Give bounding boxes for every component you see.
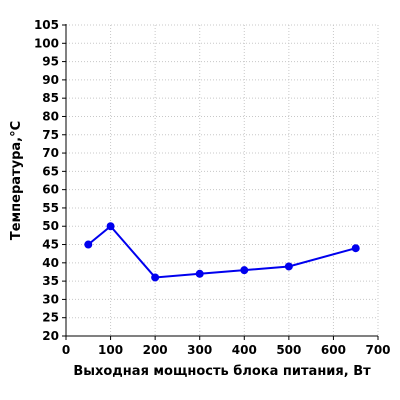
y-tick-label: 20 xyxy=(42,329,59,343)
y-tick-label: 55 xyxy=(42,201,59,215)
y-tick-label: 100 xyxy=(34,36,59,50)
y-tick-label: 45 xyxy=(42,238,59,252)
axes xyxy=(62,24,379,340)
y-tick-label: 50 xyxy=(42,219,59,233)
y-tick-label: 35 xyxy=(42,274,59,288)
y-tick-label: 30 xyxy=(42,292,59,306)
x-tick-label: 400 xyxy=(232,343,257,357)
data-point xyxy=(195,269,204,278)
y-tick-label: 105 xyxy=(34,18,59,32)
data-point xyxy=(240,266,249,275)
grid xyxy=(66,24,379,336)
x-tick-label: 500 xyxy=(276,343,301,357)
x-tick-label: 200 xyxy=(143,343,168,357)
y-tick-label: 70 xyxy=(42,146,59,160)
y-tick-label: 85 xyxy=(42,91,59,105)
series-line xyxy=(87,224,356,279)
x-tick-label: 600 xyxy=(321,343,346,357)
y-tick-label: 65 xyxy=(42,164,59,178)
y-tick-label: 40 xyxy=(42,256,59,270)
x-tick-label: 700 xyxy=(365,343,390,357)
x-tick-label: 100 xyxy=(98,343,123,357)
x-axis-tick-labels: 0 100 200 300 400 500 600 700 xyxy=(62,343,391,357)
data-point xyxy=(84,240,93,249)
y-axis-tick-labels: 20 25 30 35 40 45 50 55 60 65 70 75 80 85 90 95 100 105 xyxy=(34,18,59,343)
y-tick-label: 25 xyxy=(42,311,59,325)
data-point xyxy=(106,222,115,231)
data-point xyxy=(151,273,160,282)
y-tick-label: 95 xyxy=(42,55,59,69)
y-tick-label: 90 xyxy=(42,73,59,87)
y-tick-label: 80 xyxy=(42,109,59,123)
data-point xyxy=(284,262,293,271)
x-tick-label: 300 xyxy=(187,343,212,357)
data-point xyxy=(351,244,360,253)
y-tick-label: 60 xyxy=(42,183,59,197)
series-layer xyxy=(84,222,360,282)
y-axis-title: Температура,°C xyxy=(9,121,24,240)
x-axis-title: Выходная мощность блока питания, Вт xyxy=(73,364,371,379)
x-tick-label: 0 xyxy=(62,343,70,357)
y-tick-label: 75 xyxy=(42,128,59,142)
